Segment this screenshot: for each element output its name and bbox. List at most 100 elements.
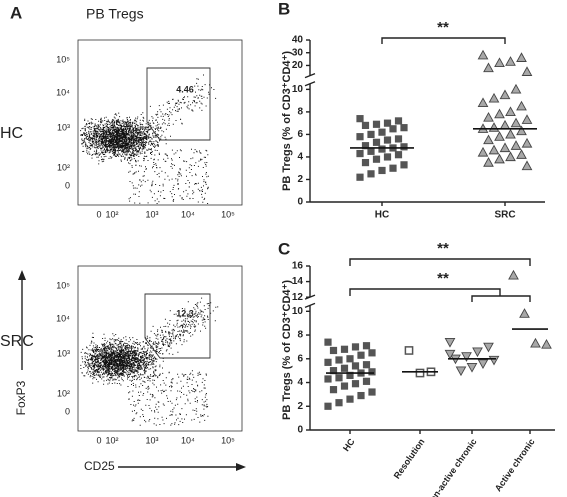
- arrow-head: [18, 270, 26, 280]
- data-point: [516, 149, 527, 159]
- data-point: [329, 346, 338, 355]
- data-point: [378, 128, 386, 136]
- data-point: [444, 338, 456, 348]
- data-point: [494, 153, 505, 164]
- significance-bracket: [349, 258, 531, 266]
- data-point: [340, 364, 349, 372]
- y-tick-label: 6: [297, 129, 303, 140]
- data-point: [483, 134, 494, 145]
- data-point: [372, 155, 381, 163]
- x-tick-label: HC: [341, 436, 357, 453]
- y-axis-label: FoxP3: [14, 380, 28, 415]
- data-point: [367, 170, 375, 178]
- significance-bracket: [471, 295, 531, 302]
- data-point: [499, 119, 511, 130]
- data-point: [367, 130, 375, 139]
- data-point: [346, 371, 354, 379]
- x-axis-label: CD25: [84, 459, 115, 473]
- y-tick-label: 10⁴: [56, 313, 70, 323]
- data-point: [404, 346, 414, 355]
- panel-label: B: [278, 0, 290, 18]
- y-axis-label: PB Tregs (% of CD3⁺CD4⁺): [281, 280, 293, 420]
- row-label: SRC: [0, 333, 34, 350]
- data-point: [477, 146, 489, 157]
- gate: [144, 293, 211, 359]
- data-point: [324, 338, 332, 346]
- data-point: [340, 345, 349, 353]
- axis-break: [304, 302, 316, 309]
- data-point: [488, 144, 500, 155]
- x-tick-label: Resolution: [392, 437, 427, 481]
- x-tick-label: 10⁵: [221, 209, 235, 219]
- data-point: [494, 57, 505, 68]
- x-tick-label: 0: [96, 435, 101, 445]
- data-point: [368, 368, 376, 376]
- y-tick-label: 2: [297, 401, 303, 412]
- data-point: [362, 361, 371, 369]
- x-tick-label: 10⁵: [221, 435, 235, 445]
- y-tick-label: 10³: [57, 122, 70, 132]
- y-tick-label: 10: [292, 306, 304, 317]
- y-tick-label: 8: [297, 107, 303, 118]
- row-label: HC: [0, 125, 23, 142]
- y-tick-label: 12: [292, 292, 304, 303]
- data-point: [483, 112, 494, 122]
- data-point: [466, 362, 478, 373]
- data-point: [505, 56, 516, 66]
- y-tick-label: 6: [297, 353, 303, 364]
- data-point: [351, 362, 360, 370]
- data-point: [488, 122, 500, 132]
- x-tick-label: 10⁴: [181, 209, 195, 219]
- x-tick-label: 0: [96, 209, 101, 219]
- y-tick-label: 10²: [57, 388, 70, 398]
- data-point: [541, 339, 552, 349]
- data-point: [505, 106, 516, 117]
- y-tick-label: 10²: [57, 162, 70, 172]
- y-tick-label: 8: [297, 330, 303, 341]
- x-tick-label: HC: [375, 210, 389, 221]
- data-point: [400, 143, 408, 151]
- annotation: **: [437, 240, 449, 257]
- data-point: [510, 117, 522, 128]
- gate: [146, 67, 211, 141]
- y-tick-label: 16: [292, 261, 304, 272]
- y-tick-label: 20: [292, 60, 304, 71]
- data-point: [340, 382, 349, 390]
- gate-value: 12.3: [176, 308, 194, 318]
- x-tick-label: 10²: [105, 209, 118, 219]
- data-point: [361, 142, 370, 150]
- data-point: [378, 145, 386, 153]
- data-point: [415, 368, 425, 378]
- data-point: [510, 83, 522, 94]
- y-tick-label: 0: [65, 406, 70, 416]
- data-point: [394, 151, 403, 159]
- panel-label: C: [278, 239, 290, 258]
- data-point: [521, 137, 533, 148]
- data-point: [472, 347, 483, 358]
- y-tick-label: 10⁴: [56, 87, 70, 97]
- data-point: [372, 138, 381, 146]
- data-point: [335, 356, 343, 364]
- data-point: [477, 49, 489, 60]
- data-point: [362, 377, 371, 385]
- x-tick-label: SRC: [494, 210, 515, 221]
- x-tick-label: 10⁴: [181, 435, 195, 445]
- data-point: [444, 349, 456, 360]
- data-point: [494, 131, 505, 141]
- data-point: [461, 352, 472, 362]
- data-point: [516, 100, 527, 111]
- data-point: [361, 158, 370, 167]
- data-point: [483, 62, 494, 73]
- data-point: [400, 124, 408, 132]
- y-tick-label: 4: [297, 152, 303, 163]
- y-tick-label: 0: [297, 197, 303, 208]
- data-point: [383, 153, 392, 161]
- data-point: [346, 355, 354, 363]
- y-tick-label: 10: [292, 84, 304, 95]
- data-point: [346, 395, 354, 403]
- y-tick-label: 10³: [57, 348, 70, 358]
- data-point: [394, 135, 403, 143]
- data-point: [477, 97, 489, 108]
- data-point: [499, 89, 511, 100]
